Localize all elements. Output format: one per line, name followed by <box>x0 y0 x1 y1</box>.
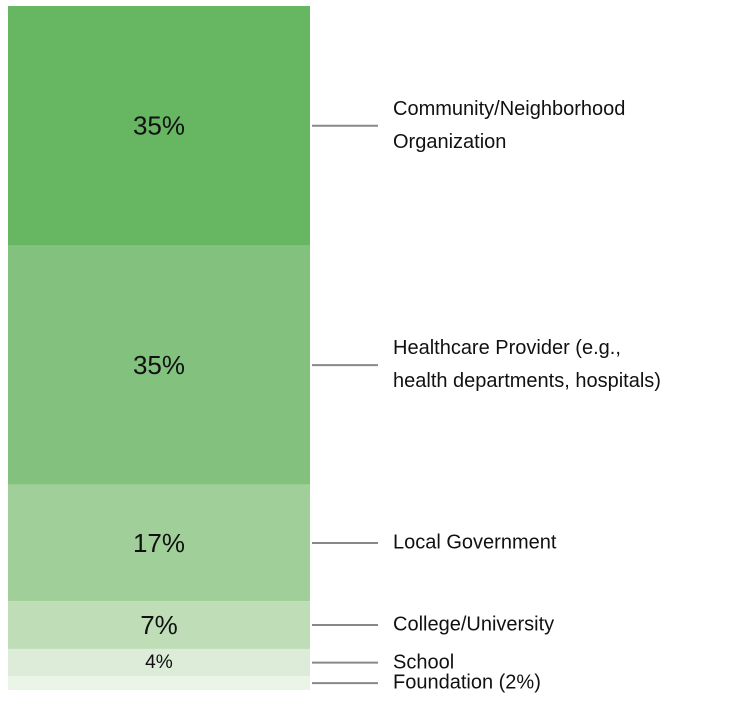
category-label: Healthcare Provider (e.g., health depart… <box>393 337 661 393</box>
bar-segment <box>8 6 310 246</box>
category-label: Community/Neighborhood Organization <box>393 97 626 153</box>
value-label: 17% <box>133 528 185 558</box>
category-label: College/University <box>393 613 555 636</box>
category-label: Foundation (2%) <box>393 671 541 694</box>
value-label: 7% <box>140 610 178 640</box>
value-label: 35% <box>133 350 185 380</box>
bar-segment <box>8 601 310 649</box>
bar-segment <box>8 245 310 485</box>
bar-segment <box>8 648 310 677</box>
bar-segment <box>8 484 310 602</box>
bar-segment <box>8 676 310 690</box>
value-label: 35% <box>133 111 185 141</box>
value-label: 4% <box>145 652 173 673</box>
category-label: Local Government <box>393 531 557 554</box>
category-label: School <box>393 651 455 674</box>
